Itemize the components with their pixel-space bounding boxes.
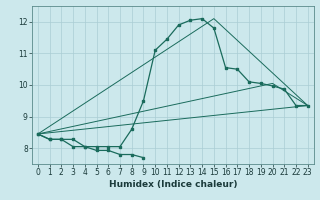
X-axis label: Humidex (Indice chaleur): Humidex (Indice chaleur)	[108, 180, 237, 189]
